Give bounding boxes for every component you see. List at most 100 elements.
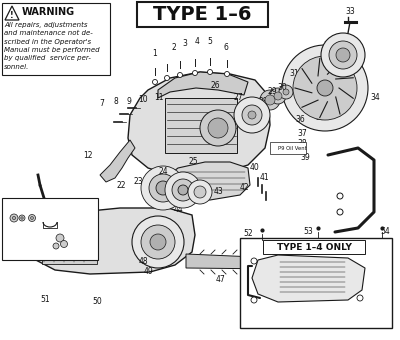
Circle shape <box>336 48 350 62</box>
Text: 9: 9 <box>126 97 132 105</box>
Text: 40: 40 <box>250 164 260 172</box>
Text: 34: 34 <box>370 92 380 102</box>
Circle shape <box>251 258 257 264</box>
Circle shape <box>265 95 275 105</box>
Circle shape <box>172 179 194 201</box>
Circle shape <box>283 89 289 95</box>
Circle shape <box>141 225 175 259</box>
Circle shape <box>30 217 34 219</box>
Circle shape <box>270 88 286 104</box>
Circle shape <box>337 193 343 199</box>
Bar <box>42 240 97 264</box>
Text: 26: 26 <box>210 81 220 89</box>
Text: 20: 20 <box>45 239 55 249</box>
Text: 44: 44 <box>174 205 184 215</box>
Text: P9 Oil Vent: P9 Oil Vent <box>278 146 306 151</box>
Text: WARNING: WARNING <box>22 7 75 17</box>
Text: 41: 41 <box>259 172 269 182</box>
Text: 54: 54 <box>380 227 390 237</box>
Circle shape <box>357 295 363 301</box>
Circle shape <box>368 262 376 270</box>
Text: 32: 32 <box>323 40 333 50</box>
Text: TYPE 1–6: TYPE 1–6 <box>153 4 251 23</box>
Text: 47: 47 <box>215 275 225 285</box>
Circle shape <box>337 209 343 215</box>
Text: 46: 46 <box>303 243 313 253</box>
Text: 11: 11 <box>154 92 164 102</box>
Polygon shape <box>158 72 248 98</box>
Circle shape <box>362 256 382 276</box>
Text: 17: 17 <box>55 217 65 225</box>
Circle shape <box>293 56 357 120</box>
Circle shape <box>248 111 256 119</box>
Text: 4: 4 <box>194 37 200 47</box>
Polygon shape <box>128 72 270 175</box>
Text: 21: 21 <box>57 248 67 256</box>
Text: 10: 10 <box>138 96 148 104</box>
Circle shape <box>149 174 177 202</box>
Text: 18: 18 <box>45 223 55 233</box>
Text: 36: 36 <box>295 116 305 124</box>
Text: 1: 1 <box>153 50 157 58</box>
Circle shape <box>321 33 365 77</box>
Text: 53: 53 <box>303 227 313 237</box>
Text: 51: 51 <box>40 295 50 305</box>
Text: 15: 15 <box>24 204 34 212</box>
Circle shape <box>192 70 198 75</box>
Text: 33: 33 <box>345 7 355 17</box>
Text: 37: 37 <box>297 129 307 137</box>
Text: 24: 24 <box>158 168 168 176</box>
Circle shape <box>329 41 357 69</box>
Text: 25: 25 <box>188 157 198 167</box>
Text: 39: 39 <box>300 153 310 163</box>
Text: 50: 50 <box>92 298 102 306</box>
Circle shape <box>274 92 282 100</box>
Text: 6: 6 <box>224 42 228 51</box>
Circle shape <box>260 90 280 110</box>
Circle shape <box>21 217 23 219</box>
Circle shape <box>56 234 64 242</box>
Polygon shape <box>5 6 19 20</box>
Text: 27: 27 <box>233 92 243 102</box>
Text: 43: 43 <box>213 187 223 197</box>
Circle shape <box>164 75 170 81</box>
Text: 52: 52 <box>243 228 253 238</box>
Text: 7: 7 <box>100 99 104 107</box>
Circle shape <box>53 243 59 249</box>
Text: 3: 3 <box>182 39 188 49</box>
Circle shape <box>208 69 212 74</box>
Bar <box>165 98 237 153</box>
Circle shape <box>132 216 184 268</box>
Circle shape <box>200 110 236 146</box>
Text: 28: 28 <box>258 98 268 106</box>
Circle shape <box>178 185 188 195</box>
Circle shape <box>194 186 206 198</box>
Circle shape <box>234 97 270 133</box>
Circle shape <box>279 85 293 99</box>
Text: 22: 22 <box>116 181 126 189</box>
Text: 35: 35 <box>315 113 325 121</box>
FancyBboxPatch shape <box>136 1 268 27</box>
Bar <box>2 198 98 260</box>
Text: 55: 55 <box>250 268 260 276</box>
Circle shape <box>10 214 18 222</box>
Circle shape <box>208 118 228 138</box>
Text: 12: 12 <box>83 151 93 159</box>
Text: 13: 13 <box>3 204 13 212</box>
Text: 56: 56 <box>307 320 317 328</box>
Circle shape <box>60 240 68 248</box>
Text: 45: 45 <box>260 251 270 259</box>
Polygon shape <box>30 208 195 274</box>
Text: 48: 48 <box>138 257 148 267</box>
Circle shape <box>317 80 333 96</box>
Text: 5: 5 <box>208 37 212 47</box>
Circle shape <box>12 216 16 220</box>
Text: 49: 49 <box>143 268 153 276</box>
Text: 16: 16 <box>49 201 59 209</box>
Text: 23: 23 <box>133 177 143 187</box>
Text: 8: 8 <box>114 97 118 105</box>
FancyBboxPatch shape <box>263 240 365 254</box>
Polygon shape <box>165 162 250 200</box>
FancyBboxPatch shape <box>270 142 306 154</box>
Circle shape <box>242 105 262 125</box>
